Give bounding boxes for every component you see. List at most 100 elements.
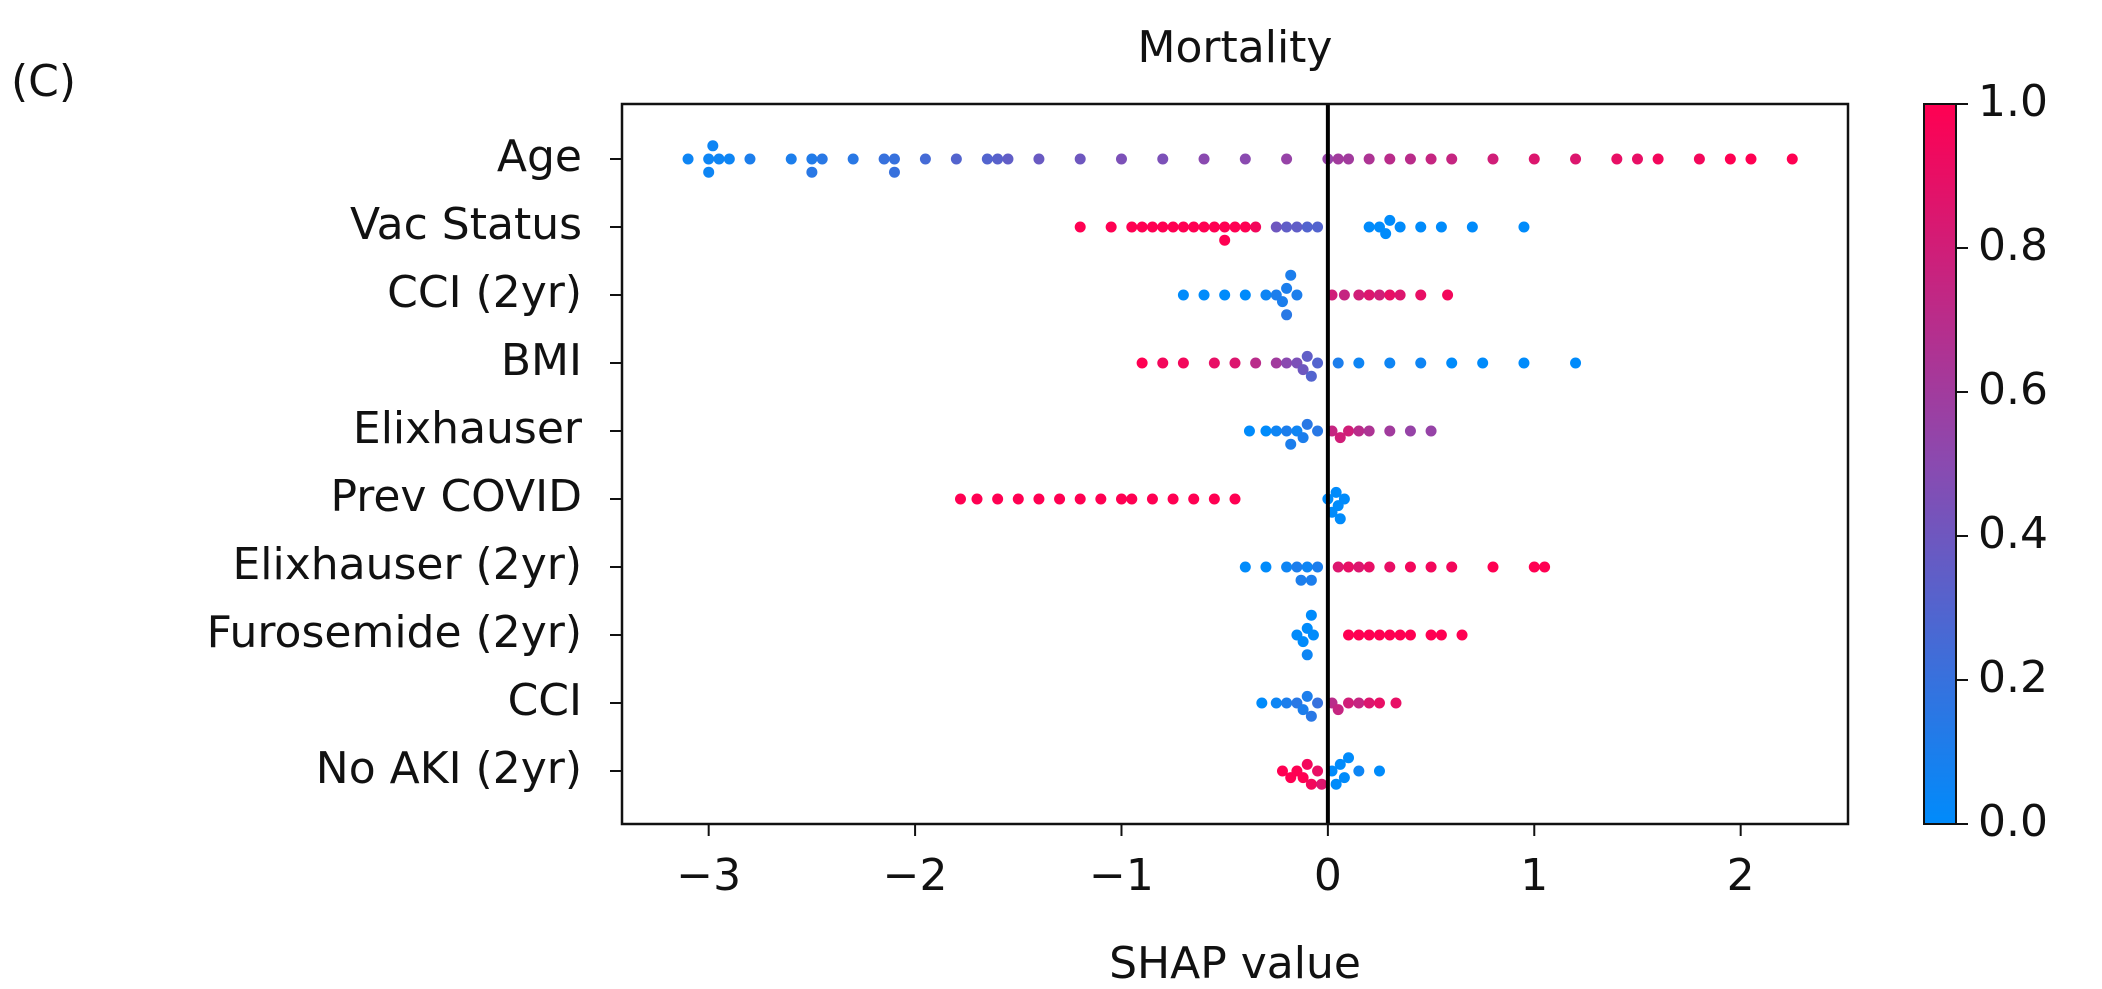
dot (847, 153, 859, 165)
dot (992, 153, 1004, 165)
y-tick-label: Elixhauser (353, 403, 583, 454)
dot (1250, 221, 1262, 233)
dot (1330, 778, 1342, 790)
x-tick-label: −1 (1089, 850, 1154, 901)
dot (1404, 561, 1416, 573)
x-tick-label: 1 (1520, 850, 1548, 901)
dot (1353, 289, 1365, 301)
dot (954, 493, 966, 505)
dot (1297, 636, 1309, 648)
dot (1219, 221, 1231, 233)
dot (1301, 690, 1313, 702)
dot (1297, 432, 1309, 444)
dot (1456, 629, 1468, 641)
dot (1394, 629, 1406, 641)
dot (1518, 357, 1530, 369)
dot (1415, 221, 1427, 233)
dot (1281, 309, 1293, 321)
y-tick-label: Vac Status (350, 199, 582, 250)
dot (1384, 153, 1396, 165)
dot (1297, 772, 1309, 784)
dot (1334, 758, 1346, 770)
colorbar-tick-label: 0.6 (1978, 364, 2048, 415)
dot (1363, 629, 1375, 641)
dot (1363, 289, 1375, 301)
dot (1425, 153, 1437, 165)
dot (1435, 629, 1447, 641)
dot (1611, 153, 1623, 165)
dot (971, 493, 983, 505)
dot (992, 493, 1004, 505)
dot (1724, 153, 1736, 165)
dot (1115, 153, 1127, 165)
colorbar (1923, 103, 1957, 825)
dot (1208, 493, 1220, 505)
dot (744, 153, 756, 165)
dot (1353, 357, 1365, 369)
dot (1570, 357, 1582, 369)
dot (1188, 221, 1200, 233)
dot (1276, 296, 1288, 308)
dot (1115, 493, 1127, 505)
dot (1281, 425, 1293, 437)
dot (723, 153, 735, 165)
colorbar-tick-label: 1.0 (1978, 76, 2048, 127)
dot (1394, 221, 1406, 233)
dot (1373, 289, 1385, 301)
colorbar-tick-label: 0.8 (1978, 220, 2048, 271)
dot (1301, 221, 1313, 233)
y-tick-label: Elixhauser (2yr) (232, 539, 582, 590)
dot (1291, 561, 1303, 573)
panel-label: (C) (11, 56, 76, 107)
dot (1301, 758, 1313, 770)
dot (1487, 561, 1499, 573)
dot (1353, 697, 1365, 709)
dot (1095, 493, 1107, 505)
dot (1307, 629, 1319, 641)
dot (950, 153, 962, 165)
dot (1425, 629, 1437, 641)
dot (1425, 561, 1437, 573)
dot (1332, 561, 1344, 573)
dot (1126, 221, 1138, 233)
dot (878, 153, 890, 165)
dot (1239, 221, 1251, 233)
dot (785, 153, 797, 165)
y-tick-label: BMI (501, 335, 582, 386)
dot (1334, 432, 1346, 444)
dot (1363, 425, 1375, 437)
dot (1570, 153, 1582, 165)
dot (1177, 289, 1189, 301)
dot (1446, 153, 1458, 165)
dot (1353, 629, 1365, 641)
dot (713, 153, 725, 165)
dot (806, 153, 818, 165)
dot (1380, 228, 1392, 240)
dot (1373, 765, 1385, 777)
dot (1074, 493, 1086, 505)
dot (1312, 357, 1324, 369)
dot (1126, 493, 1138, 505)
x-tick-label: −3 (676, 850, 741, 901)
dot (1167, 493, 1179, 505)
dot (1297, 364, 1309, 376)
dot (1343, 153, 1355, 165)
y-tick-label: Age (497, 131, 582, 182)
dot (1002, 153, 1014, 165)
dot (1239, 153, 1251, 165)
dot (1338, 772, 1350, 784)
dot (1305, 370, 1317, 382)
x-tick-label: −2 (883, 850, 948, 901)
dot (1281, 221, 1293, 233)
dot (1198, 221, 1210, 233)
dot (1219, 234, 1231, 246)
y-tick-label: Prev COVID (330, 471, 582, 522)
dot (1054, 493, 1066, 505)
dot (1404, 629, 1416, 641)
dot (1332, 704, 1344, 716)
dot (1157, 153, 1169, 165)
dot (1198, 289, 1210, 301)
dot (1301, 350, 1313, 362)
